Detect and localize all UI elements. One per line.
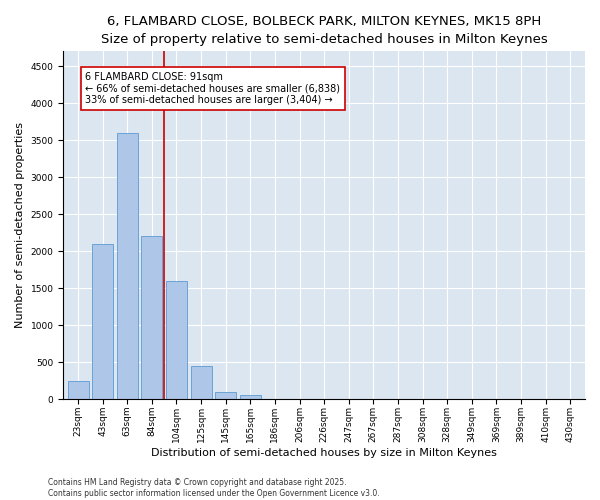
Title: 6, FLAMBARD CLOSE, BOLBECK PARK, MILTON KEYNES, MK15 8PH
Size of property relati: 6, FLAMBARD CLOSE, BOLBECK PARK, MILTON …	[101, 15, 548, 46]
Bar	[191, 366, 212, 400]
Bar	[215, 392, 236, 400]
Bar	[240, 395, 261, 400]
Bar	[68, 381, 89, 400]
Text: Contains HM Land Registry data © Crown copyright and database right 2025.
Contai: Contains HM Land Registry data © Crown c…	[48, 478, 380, 498]
Bar	[142, 236, 163, 400]
Bar	[166, 281, 187, 400]
Bar	[92, 244, 113, 400]
Y-axis label: Number of semi-detached properties: Number of semi-detached properties	[15, 122, 25, 328]
X-axis label: Distribution of semi-detached houses by size in Milton Keynes: Distribution of semi-detached houses by …	[151, 448, 497, 458]
Text: 6 FLAMBARD CLOSE: 91sqm
← 66% of semi-detached houses are smaller (6,838)
33% of: 6 FLAMBARD CLOSE: 91sqm ← 66% of semi-de…	[85, 72, 340, 106]
Bar	[117, 133, 138, 400]
